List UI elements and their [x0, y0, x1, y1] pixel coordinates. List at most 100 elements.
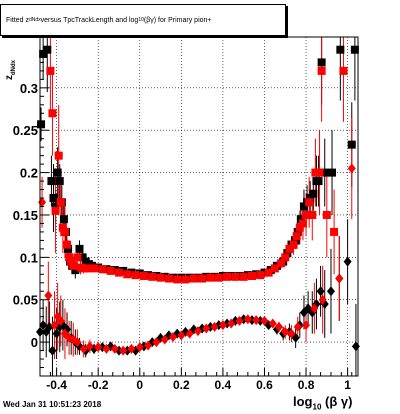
data-point-square — [256, 271, 265, 280]
x-tick-label: 0.2 — [173, 378, 190, 392]
data-point-square — [291, 236, 300, 245]
data-point-diamond — [281, 326, 290, 337]
data-point-square — [110, 266, 119, 275]
data-point-diamond — [335, 273, 344, 284]
data-point-square — [51, 202, 60, 211]
data-point-diamond — [44, 290, 53, 301]
data-point-square — [37, 120, 46, 129]
data-point-square — [63, 240, 72, 249]
data-point-square — [60, 227, 69, 236]
data-point-diamond — [127, 343, 136, 354]
data-point-square — [123, 270, 132, 279]
data-point-square — [248, 271, 256, 280]
data-point-square — [59, 215, 68, 224]
data-point-square — [139, 271, 148, 280]
y-tick-label: 0 — [31, 335, 38, 350]
data-point-square — [309, 189, 318, 198]
y-tick-label: 0.3 — [20, 81, 38, 96]
title-sub-dndx: dNdx — [28, 17, 41, 23]
data-point-square — [67, 257, 76, 266]
data-point-square — [317, 66, 326, 75]
markers — [36, 45, 360, 356]
data-point-square — [298, 219, 307, 228]
data-point-square — [202, 272, 211, 281]
data-point-square — [320, 168, 329, 177]
data-point-diamond — [135, 342, 144, 353]
data-point-diamond — [287, 328, 296, 339]
data-point-diamond — [85, 341, 94, 352]
data-point-diamond — [152, 337, 161, 348]
data-point-diamond — [48, 345, 57, 356]
data-point-square — [198, 274, 207, 283]
data-point-diamond — [160, 334, 169, 345]
data-point-diamond — [79, 343, 88, 354]
data-point-diamond — [268, 318, 277, 329]
y-axis-label-sub: dNdx — [11, 60, 17, 75]
y-axis-label: zdNdx — [4, 60, 17, 80]
data-point-square — [317, 58, 326, 67]
data-point-square — [308, 210, 317, 219]
data-point-diamond — [316, 286, 325, 297]
data-point-square — [177, 273, 186, 282]
data-point-square — [106, 266, 115, 275]
data-point-diamond — [227, 318, 236, 329]
data-point-diamond — [110, 343, 119, 354]
data-point-square — [330, 227, 339, 236]
data-point-square — [314, 177, 323, 186]
data-point-diamond — [102, 343, 111, 354]
data-point-square — [55, 177, 64, 186]
data-point-diamond — [243, 314, 252, 325]
data-point-diamond — [252, 315, 261, 326]
data-point-diamond — [177, 330, 186, 341]
data-point-diamond — [260, 315, 269, 326]
y-tick-label: 0.25 — [13, 123, 38, 138]
data-point-square — [181, 275, 190, 284]
data-point-square — [102, 265, 111, 274]
data-point-diamond — [193, 326, 202, 337]
data-point-diamond — [343, 256, 352, 267]
data-point-square — [144, 271, 153, 280]
data-point-square — [189, 274, 198, 283]
data-point-square — [302, 210, 311, 219]
data-point-square — [277, 259, 286, 268]
x-axis-label-sub: 10 — [312, 402, 322, 412]
data-point-diamond — [38, 197, 47, 208]
data-point-square — [160, 272, 169, 281]
data-point-square — [75, 244, 84, 253]
data-point-square — [69, 261, 78, 270]
data-point-square — [131, 271, 140, 280]
data-point-square — [235, 271, 244, 280]
data-point-diamond — [73, 337, 82, 348]
data-point-diamond — [235, 315, 244, 326]
data-point-square — [148, 272, 157, 281]
data-point-diamond — [302, 320, 311, 331]
data-point-square — [56, 198, 65, 207]
x-tick-label: 0.8 — [298, 378, 315, 392]
data-point-square — [336, 45, 345, 54]
title-suffix: (βγ) for Primary pion+ — [143, 16, 212, 24]
data-point-square — [53, 168, 62, 177]
data-point-square — [223, 272, 232, 281]
data-point-square — [173, 275, 182, 284]
data-point-diamond — [50, 320, 59, 331]
data-point-square — [127, 268, 136, 277]
data-point-square — [350, 45, 359, 54]
data-point-diamond — [347, 163, 356, 174]
x-axis-label-text: log — [293, 394, 313, 409]
data-point-square — [328, 168, 337, 177]
data-point-square — [79, 264, 88, 273]
data-point-square — [152, 271, 161, 280]
data-point-square — [164, 274, 173, 283]
y-tick-label: 0.2 — [20, 166, 38, 181]
data-point-square — [210, 272, 219, 281]
data-point-square — [252, 270, 261, 279]
data-point-square — [295, 223, 304, 232]
data-point-square — [292, 232, 301, 241]
data-point-square — [289, 240, 298, 249]
data-point-square — [114, 268, 123, 277]
data-point-square — [270, 264, 279, 273]
data-point-diamond — [185, 328, 194, 339]
data-point-diamond — [318, 294, 327, 305]
data-point-diamond — [169, 332, 178, 343]
